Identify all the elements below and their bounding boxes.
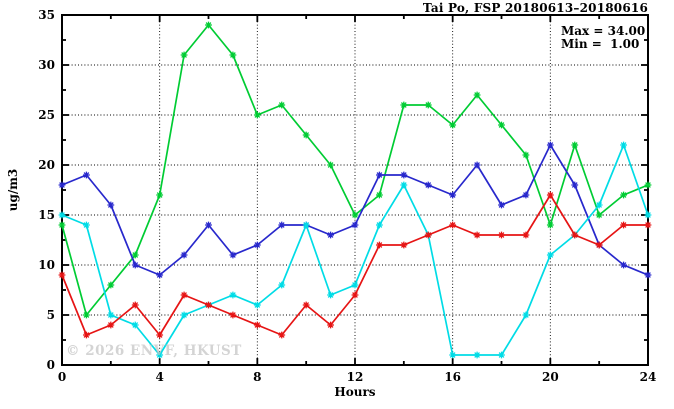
x-tick-label: 0: [58, 370, 66, 384]
y-tick-label: 20: [38, 158, 55, 172]
x-tick-label: 12: [347, 370, 364, 384]
series-cyan-markers: [58, 141, 652, 359]
y-tick-label: 30: [38, 58, 55, 72]
y-tick-label: 25: [38, 108, 55, 122]
x-tick-label: 20: [542, 370, 559, 384]
watermark: © 2026 ENVF, HKUST: [66, 343, 242, 359]
x-tick-label: 4: [155, 370, 163, 384]
x-tick-label: 16: [444, 370, 461, 384]
y-tick-label: 15: [38, 208, 55, 222]
series-green-markers: [58, 21, 652, 319]
x-tick-label: 8: [253, 370, 261, 384]
series-blue-markers: [58, 141, 652, 279]
y-tick-label: 10: [38, 258, 55, 272]
legend: Max = 34.00 Min = 1.00: [561, 25, 645, 51]
x-tick-label: 24: [640, 370, 657, 384]
series-red-markers: [58, 191, 652, 339]
legend-min-label: Min = 1.00: [561, 37, 640, 51]
y-tick-label: 5: [47, 308, 55, 322]
y-axis-label: ug/m3: [6, 168, 20, 212]
x-axis-label: Hours: [334, 385, 376, 399]
chart-title: Tai Po, FSP 20180613–20180616: [422, 1, 648, 15]
y-tick-label: 0: [47, 358, 55, 372]
y-tick-label: 35: [38, 8, 55, 22]
legend-max-label: Max = 34.00: [561, 24, 646, 38]
plot-frame: [61, 14, 649, 366]
